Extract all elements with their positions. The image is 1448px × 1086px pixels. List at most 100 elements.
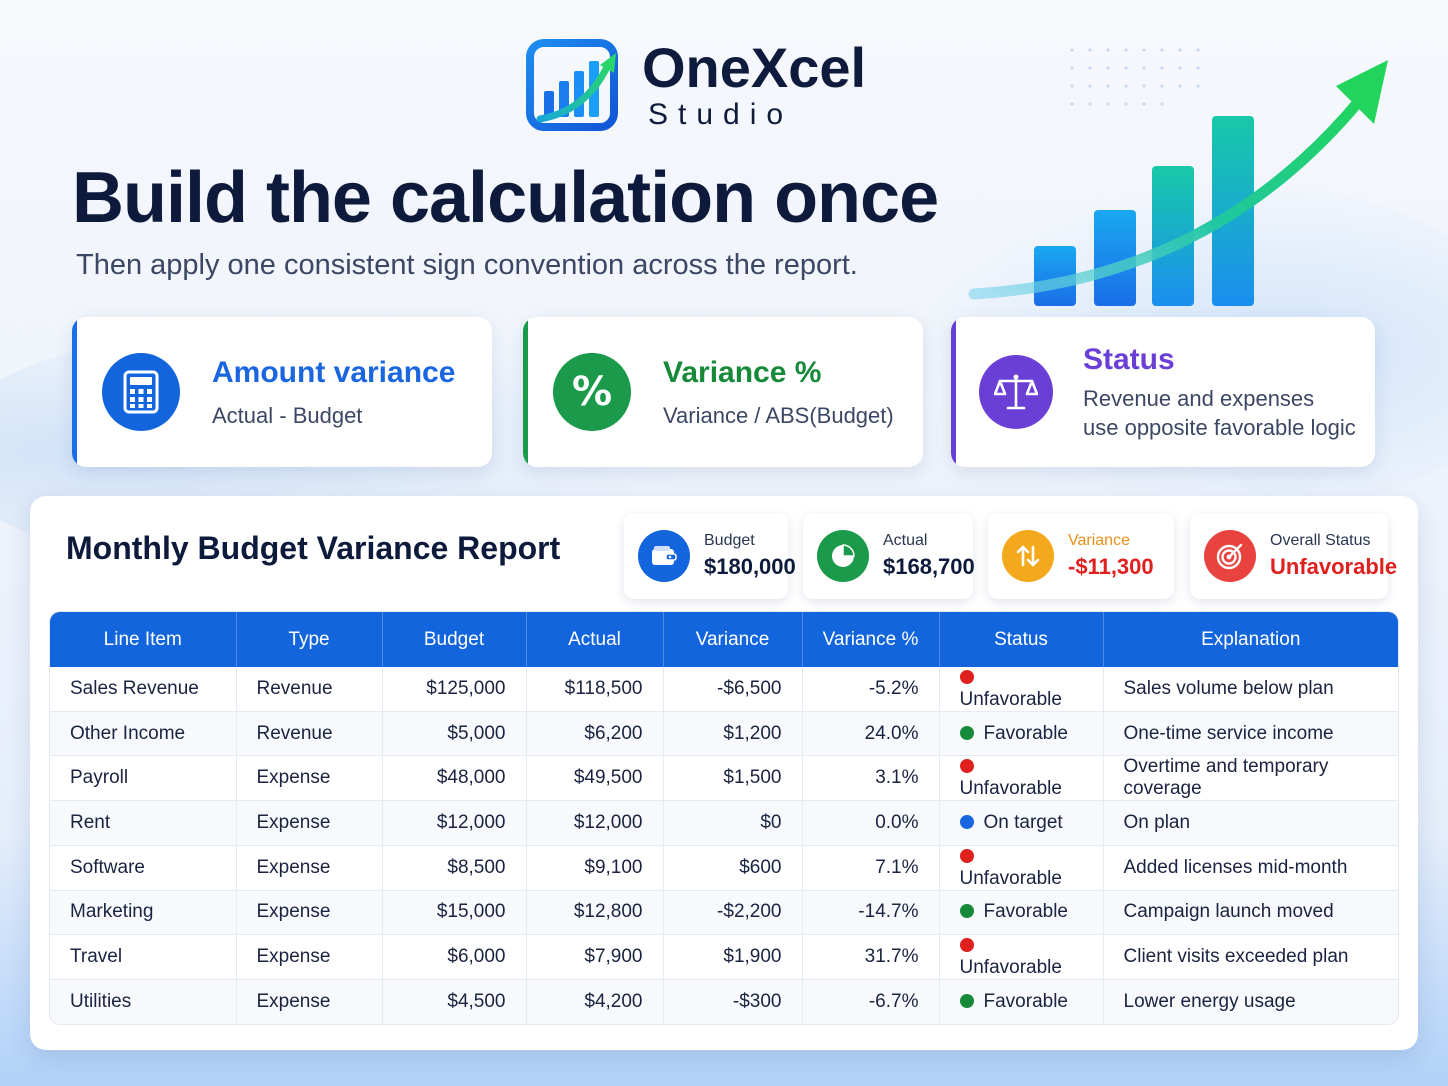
card-description-line: Revenue and expenses <box>1083 386 1315 411</box>
status-label: Favorable <box>983 991 1069 1013</box>
calculator-icon <box>102 353 180 431</box>
budget-cell: $4,500 <box>382 979 527 1025</box>
budget-cell: $125,000 <box>382 667 527 712</box>
status-label: On target <box>983 812 1063 834</box>
report-title: Monthly Budget Variance Report <box>66 530 561 566</box>
line-item-cell: Payroll <box>50 755 237 802</box>
percent-icon: % <box>553 353 631 431</box>
card-description: Revenue and expenses use opposite favora… <box>1083 384 1356 442</box>
column-header[interactable]: Variance % <box>802 612 940 667</box>
budget-cell: $48,000 <box>382 755 527 802</box>
kpi-value: $168,700 <box>883 554 975 579</box>
status-label: Unfavorable <box>959 778 1062 800</box>
hero-title: Build the calculation once <box>72 158 939 238</box>
column-header[interactable]: Budget <box>382 612 527 667</box>
balance-scale-icon <box>979 355 1053 429</box>
status-dot-icon <box>959 815 974 830</box>
variance-percent-cell: 3.1% <box>802 755 940 802</box>
table-row[interactable]: Utilities Expense $4,500 $4,200 -$300 -6.7% Fa… <box>50 979 1398 1025</box>
status-label: Unfavorable <box>959 957 1062 979</box>
variance-cell: $1,900 <box>663 934 803 981</box>
variance-percent-cell: -6.7% <box>802 979 940 1025</box>
explanation-cell: Overtime and temporary coverage <box>1103 755 1398 802</box>
status-label: Unfavorable <box>959 867 1062 889</box>
column-header[interactable]: Actual <box>526 612 664 667</box>
variance-cell: $600 <box>663 845 803 891</box>
status-label: Favorable <box>983 722 1069 744</box>
kpi-value: $180,000 <box>704 554 796 579</box>
actual-cell: $12,000 <box>526 800 664 846</box>
kpi-budget: Budget $180,000 <box>624 513 796 599</box>
status-dot-icon <box>959 759 974 774</box>
logo-chart-icon <box>526 39 620 131</box>
actual-cell: $9,100 <box>526 845 664 891</box>
table-row[interactable]: Software Expense $8,500 $9,100 $600 7.1% Unfav… <box>50 845 1398 891</box>
column-header[interactable]: Explanation <box>1103 612 1398 667</box>
kpi-label: Budget <box>704 532 755 549</box>
card-title: Amount variance <box>212 355 456 389</box>
explanation-cell: Campaign launch moved <box>1103 890 1398 936</box>
budget-cell: $5,000 <box>382 711 527 757</box>
table-row[interactable]: Travel Expense $6,000 $7,900 $1,900 31.7% Unfa… <box>50 934 1398 981</box>
explanation-cell: Added licenses mid-month <box>1103 845 1398 891</box>
kpi-label: Variance <box>1068 532 1130 549</box>
table-row[interactable]: Other Income Revenue $5,000 $6,200 $1,200 24.… <box>50 711 1398 757</box>
explanation-cell: Lower energy usage <box>1103 979 1398 1025</box>
table-row[interactable]: Rent Expense $12,000 $12,000 $0 0.0% On target… <box>50 800 1398 846</box>
variance-cell: -$6,500 <box>663 667 803 712</box>
card-description: Variance / ABS(Budget) <box>663 402 894 428</box>
status-label: Favorable <box>983 901 1069 923</box>
status-cell: Unfavorable <box>939 755 1104 802</box>
column-header[interactable]: Type <box>236 612 383 667</box>
card-title: Variance % <box>663 355 822 389</box>
status-dot-icon <box>959 848 974 863</box>
explanation-cell: Client visits exceeded plan <box>1103 934 1398 981</box>
status-dot-icon <box>959 904 974 919</box>
budget-cell: $15,000 <box>382 890 527 936</box>
variance-percent-cell: 7.1% <box>802 845 940 891</box>
variance-cell: $0 <box>663 800 803 846</box>
table-row[interactable]: Payroll Expense $48,000 $49,500 $1,500 3.1% Un… <box>50 755 1398 802</box>
status-dot-icon <box>959 994 974 1009</box>
status-cell: Favorable <box>939 890 1104 936</box>
status-dot-icon <box>959 938 974 953</box>
line-item-cell: Travel <box>50 934 237 981</box>
card-description-line: use opposite favorable logic <box>1083 415 1356 440</box>
table-row[interactable]: Sales Revenue Revenue $125,000 $118,500 -$6,… <box>50 667 1398 712</box>
budget-cell: $8,500 <box>382 845 527 891</box>
card-variance-percent: % Variance % Variance / ABS(Budget) <box>523 317 923 467</box>
line-item-cell: Other Income <box>50 711 237 757</box>
type-cell: Expense <box>236 755 383 802</box>
column-header[interactable]: Status <box>939 612 1104 667</box>
explanation-cell: One-time service income <box>1103 711 1398 757</box>
status-cell: Unfavorable <box>939 845 1104 891</box>
column-header[interactable]: Line Item <box>50 612 237 667</box>
variance-percent-cell: -5.2% <box>802 667 940 712</box>
kpi-actual: Actual $168,700 <box>803 513 975 599</box>
explanation-cell: Sales volume below plan <box>1103 667 1398 712</box>
type-cell: Expense <box>236 934 383 981</box>
growth-chart-illustration <box>960 40 1400 310</box>
pie-chart-icon <box>817 530 869 582</box>
card-title: Status <box>1083 343 1175 376</box>
actual-cell: $4,200 <box>526 979 664 1025</box>
type-cell: Revenue <box>236 711 383 757</box>
status-cell: Favorable <box>939 979 1104 1025</box>
kpi-value: Unfavorable <box>1270 554 1398 579</box>
column-header[interactable]: Variance <box>663 612 803 667</box>
kpi-variance: Variance -$11,300 <box>988 513 1174 599</box>
status-dot-icon <box>959 725 974 740</box>
variance-percent-cell: 0.0% <box>802 800 940 846</box>
actual-cell: $118,500 <box>526 667 664 712</box>
actual-cell: $6,200 <box>526 711 664 757</box>
status-label: Unfavorable <box>959 689 1062 710</box>
type-cell: Revenue <box>236 667 383 712</box>
variance-cell: $1,500 <box>663 755 803 802</box>
table-row[interactable]: Marketing Expense $15,000 $12,800 -$2,200 -14… <box>50 890 1398 936</box>
status-cell: Unfavorable <box>939 667 1104 712</box>
wallet-icon <box>638 530 690 582</box>
status-cell: Favorable <box>939 711 1104 757</box>
line-item-cell: Sales Revenue <box>50 667 237 712</box>
type-cell: Expense <box>236 845 383 891</box>
budget-cell: $12,000 <box>382 800 527 846</box>
